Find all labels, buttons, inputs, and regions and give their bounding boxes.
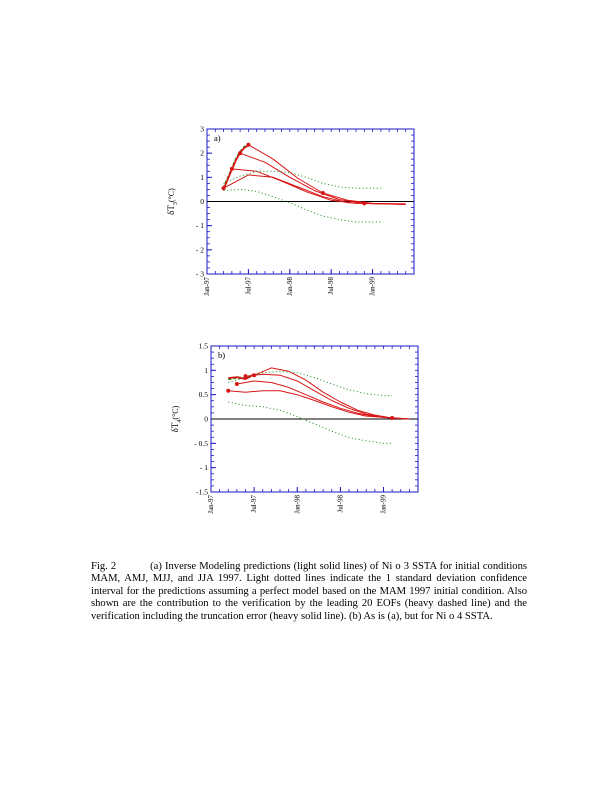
y-tick-label: - 3 <box>196 270 204 279</box>
data-point-marker <box>390 416 395 421</box>
series-line-verification-total <box>228 373 255 381</box>
series-line-confidence-upper <box>223 170 381 189</box>
figure-caption: Fig. 2 (a) Inverse Modeling predictions (… <box>91 561 527 623</box>
panel-label: b) <box>218 350 225 360</box>
series-line-confidence-lower <box>228 401 393 444</box>
y-tick-label: 0 <box>204 415 208 424</box>
x-tick-label: Jan-98 <box>293 495 301 514</box>
y-tick-label: 2 <box>200 149 204 158</box>
series-line-prediction <box>231 168 406 205</box>
series-line-confidence-lower <box>223 188 381 223</box>
data-point-marker <box>243 374 248 379</box>
y-tick-label: - 1 <box>200 463 208 472</box>
x-tick-label: Jan-99 <box>380 495 388 514</box>
caption-label: Fig. 2 <box>91 561 117 572</box>
series-line-prediction <box>223 174 406 205</box>
y-tick-label: 3 <box>200 125 204 134</box>
series-line-prediction <box>228 390 410 420</box>
y-tick-label: 1 <box>200 173 204 182</box>
data-point-marker <box>246 142 251 147</box>
x-tick-label: Jul-98 <box>336 495 344 513</box>
y-tick-label: 1.5 <box>199 342 209 351</box>
series-line-prediction <box>253 367 410 420</box>
y-tick-label: 1 <box>204 366 208 375</box>
data-point-marker <box>234 381 239 386</box>
series-line-verification-total <box>222 144 249 190</box>
series-line-confidence-upper <box>228 370 393 397</box>
y-tick-label: - 1 <box>196 221 204 230</box>
data-point-marker <box>362 201 367 206</box>
panel-label: a) <box>214 133 221 143</box>
y-tick-label: - 2 <box>196 245 204 254</box>
x-tick-label: Jul-98 <box>327 277 335 295</box>
x-tick-label: Jul-97 <box>250 495 258 513</box>
y-tick-label: -1.5 <box>196 488 208 497</box>
series-line-prediction <box>236 380 410 420</box>
data-point-marker <box>229 166 234 171</box>
y-axis-label: δT4(°C) <box>170 405 183 432</box>
x-tick-label: Jan-98 <box>286 277 294 296</box>
y-axis-label: δT3(°C) <box>166 188 179 215</box>
data-point-marker <box>226 388 231 393</box>
series-line-prediction <box>245 373 410 420</box>
y-tick-label: 0.5 <box>199 390 209 399</box>
x-tick-label: Jul-97 <box>244 277 252 295</box>
data-point-marker <box>221 186 226 191</box>
x-tick-label: Jan-99 <box>369 277 377 296</box>
data-point-marker <box>252 373 257 378</box>
y-tick-label: 0 <box>200 197 204 206</box>
data-point-marker <box>320 191 325 196</box>
x-tick-label: Jan-97 <box>207 495 215 514</box>
caption-text: (a) Inverse Modeling predictions (light … <box>91 561 527 622</box>
data-point-marker <box>238 151 243 156</box>
y-tick-label: - 0.5 <box>194 439 208 448</box>
x-tick-label: Jan-97 <box>203 277 211 296</box>
